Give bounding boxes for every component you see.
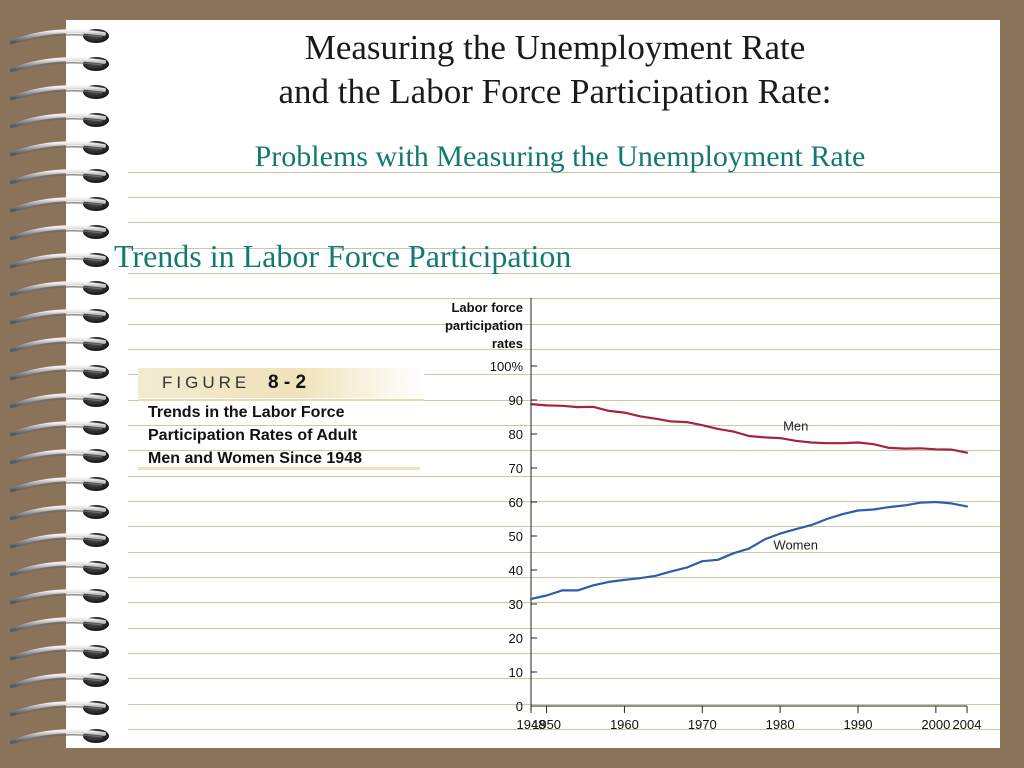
ruled-line <box>128 450 1000 451</box>
y-tick-label: 100% <box>490 359 524 374</box>
ruled-line <box>128 678 1000 679</box>
slide-title: Measuring the Unemployment Rate and the … <box>150 26 960 114</box>
figure-caption: Trends in the Labor Force Participation … <box>148 401 428 470</box>
figure-caption-underline <box>138 467 420 470</box>
ruled-line <box>128 425 1000 426</box>
x-tick-label: 1990 <box>844 717 873 732</box>
ruled-line <box>128 653 1000 654</box>
ruled-line <box>128 628 1000 629</box>
x-tick-label: 1980 <box>766 717 795 732</box>
ruled-line <box>128 704 1000 705</box>
ruled-line <box>128 197 1000 198</box>
y-tick-label: 30 <box>509 597 523 612</box>
y-axis-title-line: Labor force <box>451 300 523 315</box>
ruled-line <box>128 349 1000 350</box>
slide-subtitle: Problems with Measuring the Unemployment… <box>254 140 866 173</box>
section-heading: Trends in Labor Force Participation <box>114 238 572 274</box>
ruled-line <box>128 526 1000 527</box>
y-axis-title-line: rates <box>492 336 523 351</box>
figure-caption-line: Trends in the Labor Force <box>148 404 345 421</box>
figure-label: FIGURE <box>162 373 251 392</box>
series-line-men <box>529 403 969 454</box>
ruled-line <box>128 273 1000 274</box>
ruled-line <box>128 172 1000 173</box>
ruled-line <box>128 400 1000 401</box>
ruled-line <box>128 222 1000 223</box>
ruled-line <box>128 374 1000 375</box>
ruled-line <box>128 552 1000 553</box>
y-tick-label: 60 <box>509 495 523 510</box>
y-tick-label: 50 <box>509 529 523 544</box>
figure-caption-line: Men and Women Since 1948 <box>148 450 362 467</box>
y-tick-label: 70 <box>509 461 523 476</box>
series-line-women <box>529 500 969 600</box>
ruled-line <box>128 577 1000 578</box>
x-tick-label: 2004 <box>953 717 982 732</box>
y-tick-label: 90 <box>509 393 523 408</box>
y-tick-label: 40 <box>509 563 523 578</box>
series-label: Men <box>783 419 808 434</box>
ruled-line <box>128 602 1000 603</box>
series-label: Women <box>773 538 818 553</box>
x-tick-label: 1970 <box>688 717 717 732</box>
slide-title-line2: and the Labor Force Participation Rate: <box>278 72 832 111</box>
ruled-line <box>128 729 1000 730</box>
x-tick-label: 2000 <box>921 717 950 732</box>
figure-caption-line: Participation Rates of Adult <box>148 427 358 444</box>
y-tick-label: 10 <box>509 665 523 680</box>
x-tick-label: 1948 <box>517 717 546 732</box>
figure-number: 8 - 2 <box>268 372 307 393</box>
x-tick-label: 1950 <box>532 717 561 732</box>
y-tick-label: 20 <box>509 631 523 646</box>
figure-label-band <box>138 368 424 398</box>
y-tick-label: 80 <box>509 427 523 442</box>
y-axis-title-line: participation <box>445 318 523 333</box>
ruled-line <box>128 248 1000 249</box>
slide-title-line1: Measuring the Unemployment Rate <box>304 28 806 67</box>
ruled-line <box>128 324 1000 325</box>
figure-band-divider <box>138 399 424 401</box>
y-tick-label: 0 <box>516 699 523 714</box>
ruled-line <box>128 501 1000 502</box>
x-tick-label: 1960 <box>610 717 639 732</box>
ruled-line <box>128 298 1000 299</box>
ruled-line <box>128 476 1000 477</box>
